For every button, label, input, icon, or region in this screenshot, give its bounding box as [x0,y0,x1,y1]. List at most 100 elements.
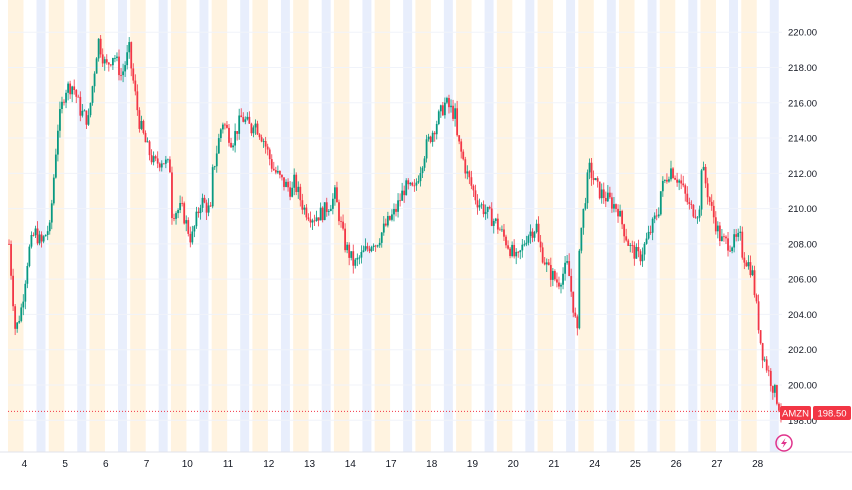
candle [580,227,583,254]
candle [448,94,450,114]
candle [674,175,676,181]
candle [551,268,554,287]
candle [421,166,424,179]
candle-body [238,115,241,134]
candle [600,183,603,204]
candle-body [676,179,679,183]
candle [354,257,357,269]
candle-body [54,154,57,178]
candle-body [87,115,90,125]
candle-body [568,261,571,277]
candle [427,133,430,142]
candle-body [505,236,507,246]
candle-body [545,262,548,265]
candle-body [156,158,159,164]
candle-body [338,202,340,222]
candle [643,241,646,261]
candle-body [46,231,49,236]
candle-body [600,189,603,199]
candle-body [464,159,467,174]
candle [629,242,632,253]
candle [651,217,654,241]
candle-body [541,247,544,263]
candle [224,122,226,130]
candle [189,226,192,248]
candle-body [183,203,186,224]
lightning-icon[interactable] [775,434,793,452]
y-axis[interactable]: 198.00 200.00 202.00 204.00 206.00 208.00 210.… [788,28,817,427]
candle-body [14,306,17,329]
y-tick-label: 216.00 [788,98,817,109]
candle-body [69,83,72,95]
candle [476,194,479,215]
candle [776,384,778,406]
afterhours-shade [77,0,87,452]
candle [203,194,206,204]
candle [366,242,369,252]
candle [67,81,69,101]
candle-body [566,261,569,263]
candle-body [663,179,666,181]
candle-body [397,200,399,212]
candle [238,108,241,140]
candle-body [289,187,292,197]
x-axis[interactable]: 4 5 6 7 10 11 12 13 14 17 18 19 20 21 24 25 26 27 28 [0,451,852,470]
y-tick-label: 218.00 [788,63,817,74]
candle-body [645,238,648,244]
candle [659,191,662,216]
x-tick-label: 14 [345,459,357,470]
candle [747,255,750,270]
candle [615,203,617,213]
candle [256,120,259,136]
candle-body [325,202,328,212]
candle [433,130,436,142]
candle [221,122,224,134]
candle-body [602,189,605,198]
candle-body [511,244,514,257]
candle-body [152,156,155,163]
candle [191,225,194,245]
candle [50,199,53,230]
candle [59,101,61,138]
candle-body [260,137,263,142]
candle [311,218,314,231]
candle [213,165,216,170]
candle-body [723,236,725,238]
candle-body [203,197,206,203]
candle [152,151,155,166]
candle [162,163,165,165]
candle [492,218,495,234]
candle-body [73,86,76,91]
candle-body [484,211,487,215]
candle [36,221,39,246]
candle-body [417,181,420,183]
candle [680,174,683,190]
candle [531,228,534,243]
candle-body [366,246,369,249]
afterhours-shade [240,0,250,452]
candle [592,170,595,185]
candle-body [358,257,361,259]
candle [63,99,65,106]
y-tick-label: 212.00 [788,169,817,180]
candle-body [553,271,556,280]
candle [32,232,35,237]
candle [409,182,412,186]
candle [464,156,467,179]
candle-body [99,38,102,55]
afterhours-shade [525,0,535,452]
candle [24,280,27,310]
candle-body [122,71,124,76]
candle-body [354,259,357,266]
candle [264,136,267,154]
candle [393,203,395,222]
candle-body [584,203,587,209]
candle-body [219,129,222,139]
premarket-shade [374,0,391,452]
candle [20,303,23,323]
candle-body [594,178,597,181]
candle [706,177,709,205]
candle [95,57,98,74]
